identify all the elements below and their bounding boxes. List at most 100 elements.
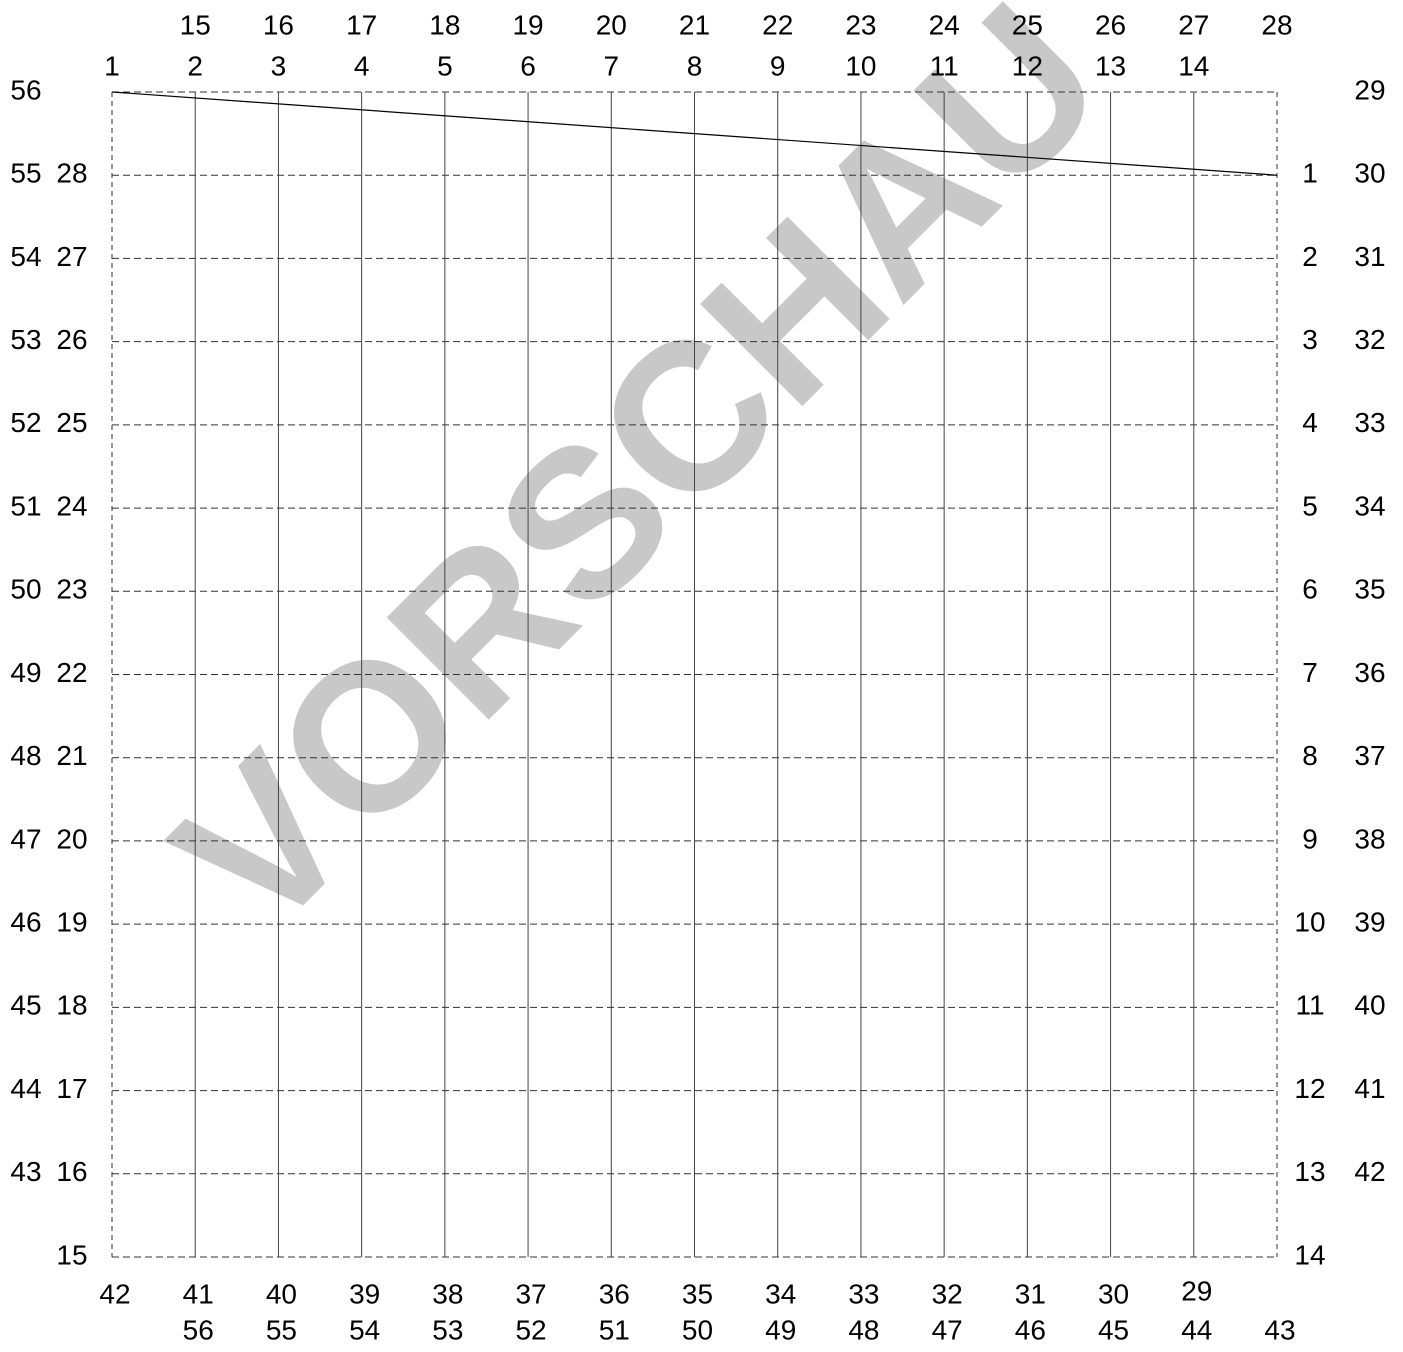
point-label: 53: [10, 324, 41, 355]
point-label: 55: [266, 1314, 297, 1345]
point-label: 18: [56, 990, 87, 1021]
point-label: 31: [1015, 1278, 1046, 1309]
point-label: 17: [346, 9, 377, 40]
point-label: 20: [56, 823, 87, 854]
point-label: 40: [1354, 990, 1385, 1021]
point-label: 10: [845, 50, 876, 81]
point-label: 42: [1354, 1156, 1385, 1187]
point-label: 30: [1098, 1278, 1129, 1309]
point-label: 9: [1302, 823, 1318, 854]
point-label: 46: [1015, 1314, 1046, 1345]
point-label: 51: [599, 1314, 630, 1345]
point-label: 15: [56, 1239, 87, 1270]
point-label: 27: [1178, 9, 1209, 40]
point-label: 1: [104, 50, 120, 81]
point-label: 5: [437, 50, 453, 81]
point-label: 48: [848, 1314, 879, 1345]
point-label: 6: [1302, 574, 1318, 605]
point-label: 5: [1302, 490, 1318, 521]
point-label: 49: [765, 1314, 796, 1345]
point-label: 12: [1294, 1073, 1325, 1104]
point-label: 21: [679, 9, 710, 40]
point-label: 25: [1012, 9, 1043, 40]
point-label: 47: [932, 1314, 963, 1345]
point-label: 33: [1354, 407, 1385, 438]
point-label: 10: [1294, 907, 1325, 938]
point-label: 8: [687, 50, 703, 81]
point-label: 45: [1098, 1314, 1129, 1345]
point-label: 40: [266, 1278, 297, 1309]
point-label: 22: [56, 657, 87, 688]
point-label: 7: [603, 50, 619, 81]
point-label: 41: [183, 1278, 214, 1309]
point-label: 13: [1095, 50, 1126, 81]
point-label: 6: [520, 50, 536, 81]
point-label: 45: [10, 990, 41, 1021]
point-label: 26: [56, 324, 87, 355]
point-label: 9: [770, 50, 786, 81]
point-label: 3: [271, 50, 287, 81]
point-label: 50: [10, 574, 41, 605]
point-label: 11: [1295, 990, 1324, 1021]
point-label: 15: [180, 9, 211, 40]
point-label: 16: [263, 9, 294, 40]
point-label: 52: [10, 407, 41, 438]
point-label: 7: [1302, 657, 1318, 688]
point-label: 35: [682, 1278, 713, 1309]
point-label: 12: [1012, 50, 1043, 81]
point-label: 25: [56, 407, 87, 438]
point-label: 22: [762, 9, 793, 40]
point-label: 4: [1302, 407, 1318, 438]
point-label: 43: [10, 1156, 41, 1187]
point-label: 3: [1302, 324, 1318, 355]
point-label: 56: [10, 74, 41, 105]
point-label: 13: [1294, 1156, 1325, 1187]
point-label: 32: [932, 1278, 963, 1309]
point-label: 14: [1294, 1239, 1325, 1270]
point-label: 42: [99, 1278, 130, 1309]
point-label: 46: [10, 907, 41, 938]
point-label: 44: [10, 1073, 41, 1104]
point-label: 23: [845, 9, 876, 40]
point-label: 19: [56, 907, 87, 938]
point-label: 37: [515, 1278, 546, 1309]
point-label: 36: [1354, 657, 1385, 688]
point-label: 44: [1181, 1314, 1212, 1345]
point-label: 47: [10, 823, 41, 854]
point-label: 21: [56, 740, 87, 771]
point-label: 49: [10, 657, 41, 688]
point-label: 11: [930, 50, 959, 81]
point-label: 36: [599, 1278, 630, 1309]
point-label: 34: [765, 1278, 796, 1309]
point-label: 52: [515, 1314, 546, 1345]
point-label: 51: [10, 490, 41, 521]
point-label: 24: [56, 490, 87, 521]
point-label: 55: [10, 158, 41, 189]
point-label: 31: [1354, 241, 1385, 272]
watermark: VORSCHAU: [130, 0, 1146, 976]
point-label: 38: [432, 1278, 463, 1309]
point-label: 41: [1354, 1073, 1385, 1104]
point-label: 17: [56, 1073, 87, 1104]
point-label: 27: [56, 241, 87, 272]
point-label: 26: [1095, 9, 1126, 40]
point-label: 37: [1354, 740, 1385, 771]
point-label: 39: [1354, 907, 1385, 938]
point-label: 39: [349, 1278, 380, 1309]
point-label: 43: [1264, 1314, 1295, 1345]
point-label: 54: [10, 241, 41, 272]
point-label: 38: [1354, 823, 1385, 854]
point-label: 23: [56, 574, 87, 605]
point-label: 32: [1354, 324, 1385, 355]
point-label: 1: [1302, 158, 1318, 189]
point-label: 50: [682, 1314, 713, 1345]
point-label: 48: [10, 740, 41, 771]
point-label: 34: [1354, 490, 1385, 521]
point-label: 29: [1354, 74, 1385, 105]
point-label: 16: [56, 1156, 87, 1187]
point-label: 28: [56, 158, 87, 189]
point-label: 14: [1178, 50, 1209, 81]
point-label: 30: [1354, 158, 1385, 189]
